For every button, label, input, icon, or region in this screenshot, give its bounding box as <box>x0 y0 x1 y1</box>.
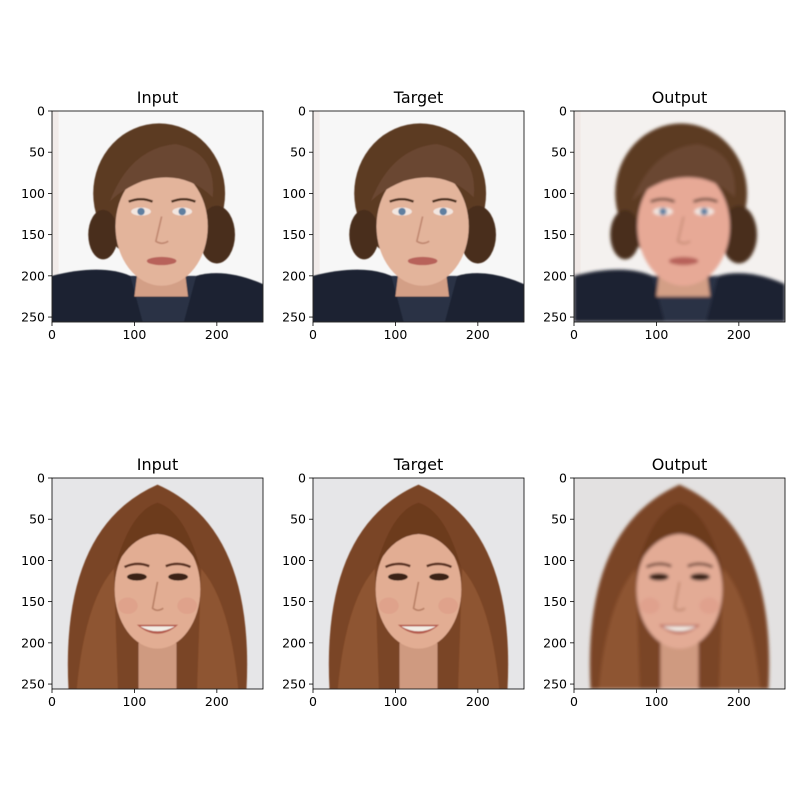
y-tick-label: 250 <box>21 310 45 325</box>
y-tick-label: 100 <box>282 553 306 568</box>
x-tick-label: 100 <box>644 327 668 342</box>
y-tick-label: 100 <box>21 186 45 201</box>
y-tick-label: 200 <box>282 268 306 283</box>
y-tick-label: 200 <box>543 268 567 283</box>
panel-1-2: Output 0 100 200 0 50 100 150 200 250 <box>543 455 786 709</box>
x-tick-label: 0 <box>570 327 578 342</box>
y-tick-label: 200 <box>21 635 45 650</box>
x-tick-label: 0 <box>309 327 317 342</box>
y-tick-label: 150 <box>282 227 306 242</box>
x-tick-label: 0 <box>309 694 317 709</box>
face-image <box>313 111 524 322</box>
x-tick-label: 100 <box>383 327 407 342</box>
y-tick-label: 250 <box>282 677 306 692</box>
face-image <box>52 111 263 322</box>
y-tick-label: 0 <box>37 471 45 486</box>
y-tick-label: 200 <box>543 635 567 650</box>
panel-title: Output <box>652 455 708 474</box>
face-image <box>574 111 785 322</box>
panel-title: Input <box>137 455 178 474</box>
face-image <box>52 478 263 689</box>
x-tick-label: 200 <box>466 327 490 342</box>
x-tick-label: 200 <box>205 327 229 342</box>
x-tick-label: 100 <box>122 327 146 342</box>
panel-1-0: Input 0 100 200 0 50 100 150 200 250 <box>21 455 264 709</box>
x-tick-label: 0 <box>570 694 578 709</box>
y-tick-label: 100 <box>282 186 306 201</box>
y-tick-label: 0 <box>298 471 306 486</box>
face-image <box>574 478 785 689</box>
y-tick-label: 0 <box>559 471 567 486</box>
y-tick-label: 150 <box>282 594 306 609</box>
axes-frame <box>573 477 786 690</box>
panel-title: Target <box>393 455 444 474</box>
axes-frame <box>312 477 525 690</box>
y-tick-label: 250 <box>543 310 567 325</box>
y-tick-label: 250 <box>543 677 567 692</box>
y-tick-label: 200 <box>282 635 306 650</box>
panel-0-2: Output 0 100 200 0 50 100 150 200 250 <box>543 88 786 342</box>
panel-title: Output <box>652 88 708 107</box>
y-tick-label: 150 <box>21 594 45 609</box>
y-tick-label: 150 <box>21 227 45 242</box>
x-tick-label: 0 <box>48 327 56 342</box>
axes-frame <box>312 110 525 323</box>
x-tick-label: 0 <box>48 694 56 709</box>
y-tick-label: 50 <box>29 145 45 160</box>
axes-frame <box>573 110 786 323</box>
y-tick-label: 150 <box>543 594 567 609</box>
axes-frame <box>51 110 264 323</box>
y-tick-label: 0 <box>37 104 45 119</box>
y-tick-label: 0 <box>298 104 306 119</box>
panel-title: Input <box>137 88 178 107</box>
y-tick-label: 100 <box>543 553 567 568</box>
x-tick-label: 200 <box>727 694 751 709</box>
panel-0-0: Input 0 100 200 0 50 100 150 200 250 <box>21 88 264 342</box>
axes-frame <box>51 477 264 690</box>
y-tick-label: 200 <box>21 268 45 283</box>
x-tick-label: 100 <box>122 694 146 709</box>
y-tick-label: 50 <box>29 512 45 527</box>
y-tick-label: 100 <box>543 186 567 201</box>
y-tick-label: 150 <box>543 227 567 242</box>
y-tick-label: 250 <box>21 677 45 692</box>
y-tick-label: 50 <box>290 145 306 160</box>
face-image <box>313 478 524 689</box>
x-tick-label: 100 <box>644 694 668 709</box>
x-tick-label: 200 <box>727 327 751 342</box>
panel-0-1: Target 0 100 200 0 50 100 150 200 250 <box>282 88 525 342</box>
y-tick-label: 50 <box>290 512 306 527</box>
y-tick-label: 0 <box>559 104 567 119</box>
panel-1-1: Target 0 100 200 0 50 100 150 200 250 <box>282 455 525 709</box>
y-tick-label: 100 <box>21 553 45 568</box>
x-tick-label: 100 <box>383 694 407 709</box>
y-tick-label: 250 <box>282 310 306 325</box>
x-tick-label: 200 <box>205 694 229 709</box>
y-tick-label: 50 <box>551 145 567 160</box>
y-tick-label: 50 <box>551 512 567 527</box>
panel-title: Target <box>393 88 444 107</box>
x-tick-label: 200 <box>466 694 490 709</box>
